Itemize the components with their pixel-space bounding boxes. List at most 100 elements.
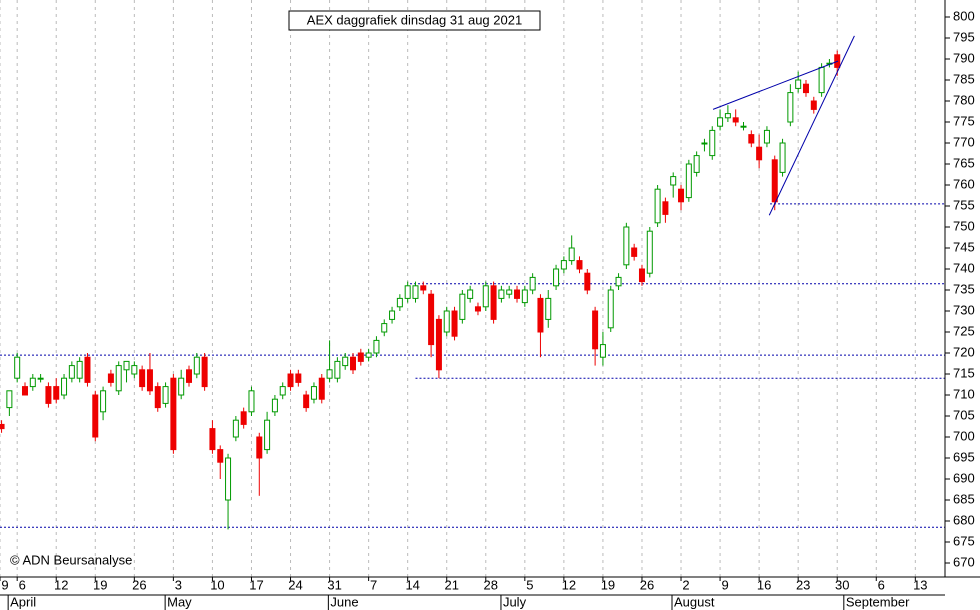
x-tick-label: 9 xyxy=(1,577,8,592)
candle-body xyxy=(498,289,505,299)
candle-body xyxy=(264,419,271,451)
y-tick-label: 765 xyxy=(953,155,975,170)
candle-body xyxy=(795,79,802,89)
candle-body xyxy=(193,356,200,375)
copyright: © ADN Beursanalyse xyxy=(10,552,132,567)
candle-body xyxy=(131,365,138,375)
candle-body xyxy=(279,386,286,396)
candle-body xyxy=(709,129,716,157)
candle-body xyxy=(271,398,278,413)
x-tick-label: 23 xyxy=(796,577,810,592)
candle-body xyxy=(467,289,474,299)
candle-body xyxy=(810,100,817,110)
x-tick-label: 21 xyxy=(444,577,458,592)
candle-body xyxy=(756,146,763,161)
x-tick-label: 7 xyxy=(370,577,377,592)
y-tick-label: 785 xyxy=(953,71,975,86)
candle-body xyxy=(0,423,5,430)
y-tick-label: 680 xyxy=(953,512,975,527)
y-tick-label: 750 xyxy=(953,218,975,233)
candle-body xyxy=(389,310,396,320)
x-tick-label: 9 xyxy=(721,577,728,592)
candle-body xyxy=(576,260,583,270)
candle-body xyxy=(646,230,653,274)
y-tick-label: 800 xyxy=(953,8,975,23)
candle-body xyxy=(802,83,809,94)
candle-body xyxy=(459,293,466,320)
candle-body xyxy=(115,365,122,392)
candle-body xyxy=(100,390,107,413)
y-tick-label: 795 xyxy=(953,29,975,44)
candle-body xyxy=(717,117,724,127)
candle-body xyxy=(232,419,239,438)
y-tick-label: 685 xyxy=(953,491,975,506)
x-tick-label: 5 xyxy=(526,577,533,592)
candle-body xyxy=(553,268,560,287)
x-tick-label: 2 xyxy=(682,577,689,592)
candle-body xyxy=(107,373,114,383)
candle-body xyxy=(240,411,247,425)
x-tick-label: 26 xyxy=(640,577,654,592)
month-label: July xyxy=(503,594,527,609)
candle-body xyxy=(404,285,411,299)
y-tick-label: 715 xyxy=(953,365,975,380)
candle-body xyxy=(334,360,341,379)
candle-body xyxy=(53,386,60,400)
x-tick-label: 6 xyxy=(878,577,885,592)
candle-body xyxy=(787,92,794,123)
candle-body xyxy=(76,360,83,379)
month-label: June xyxy=(330,594,358,609)
candle-body xyxy=(514,289,521,299)
candle-body xyxy=(357,352,364,362)
candle-body xyxy=(68,365,75,379)
candle-body xyxy=(139,369,146,388)
candle-body xyxy=(287,373,294,388)
candle-body xyxy=(771,159,778,203)
title-box xyxy=(288,10,541,31)
candle-body xyxy=(451,310,458,337)
x-tick-label: 10 xyxy=(210,577,224,592)
candle-body xyxy=(670,176,677,186)
x-tick-label: 31 xyxy=(327,577,341,592)
x-tick-label: 28 xyxy=(484,577,498,592)
x-tick-label: 3 xyxy=(175,577,182,592)
candle-body xyxy=(420,285,427,291)
y-tick-label: 710 xyxy=(953,386,975,401)
candle-body xyxy=(14,356,21,379)
y-tick-label: 700 xyxy=(953,428,975,443)
candle-body xyxy=(724,113,731,119)
y-tick-label: 790 xyxy=(953,50,975,65)
y-tick-label: 730 xyxy=(953,302,975,317)
candle-body xyxy=(6,390,13,409)
candle-body xyxy=(779,142,786,173)
candle-body xyxy=(701,142,708,145)
y-tick-label: 690 xyxy=(953,470,975,485)
month-label: September xyxy=(846,594,910,609)
chart-title: AEX daggrafiek dinsdag 31 aug 2021 xyxy=(307,12,522,27)
candle-body xyxy=(474,306,481,312)
candle-body xyxy=(37,377,44,380)
candle-body xyxy=(326,369,333,379)
candle-body xyxy=(209,428,216,451)
candle-body xyxy=(529,276,536,291)
x-tick-label: 13 xyxy=(913,577,927,592)
x-tick-label: 26 xyxy=(132,577,146,592)
x-tick-label: 14 xyxy=(405,577,419,592)
candle-body xyxy=(763,129,770,144)
candle-body xyxy=(607,289,614,329)
y-tick-label: 760 xyxy=(953,176,975,191)
candle-body xyxy=(623,226,630,266)
y-tick-label: 695 xyxy=(953,449,975,464)
candle-body xyxy=(521,289,528,304)
candle-body xyxy=(381,323,388,333)
x-tick-label: 17 xyxy=(249,577,263,592)
candle-body xyxy=(178,377,185,396)
candle-body xyxy=(303,394,310,409)
y-tick-label: 670 xyxy=(953,554,975,569)
candle-body xyxy=(146,369,153,392)
candle-body xyxy=(435,318,442,371)
candle-body xyxy=(428,293,435,346)
x-tick-label: 19 xyxy=(601,577,615,592)
x-tick-label: 30 xyxy=(835,577,849,592)
